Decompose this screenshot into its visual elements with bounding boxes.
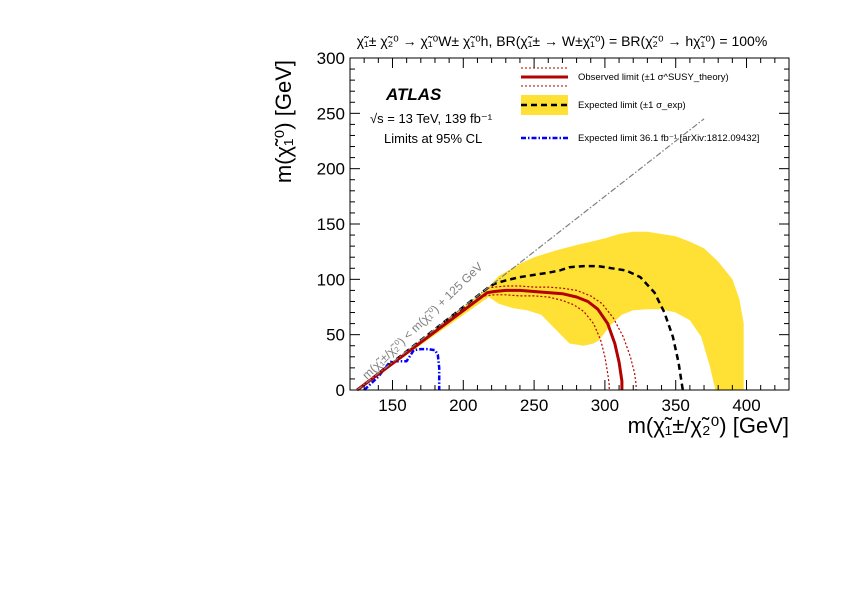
legend-old-label: Expected limit 36.1 fb⁻¹ [arXiv:1812.094… bbox=[578, 133, 759, 144]
limit-lines-layer bbox=[356, 264, 685, 392]
kinematic-diagonal-layer bbox=[356, 118, 705, 391]
expected-line bbox=[356, 264, 685, 391]
y-tick-label: 50 bbox=[326, 326, 345, 345]
observed-down-line bbox=[484, 294, 610, 390]
y-tick-label: 100 bbox=[317, 270, 345, 289]
y-tick-label: 250 bbox=[317, 104, 345, 123]
x-tick-label: 200 bbox=[449, 396, 477, 415]
expected-band bbox=[357, 231, 744, 390]
energy-label: √s = 13 TeV, 139 fb⁻¹ bbox=[370, 111, 493, 126]
y-tick-label: 300 bbox=[317, 49, 345, 68]
x-tick-label: 250 bbox=[520, 396, 548, 415]
y-axis-label: m(χ̃₁⁰) [GeV] bbox=[271, 60, 296, 183]
x-tick-label: 400 bbox=[732, 396, 760, 415]
cl-label: Limits at 95% CL bbox=[384, 131, 482, 146]
observed-up-line bbox=[487, 285, 637, 390]
y-tick-label: 0 bbox=[336, 381, 345, 400]
expected-band-layer bbox=[357, 231, 744, 390]
kinematic-diagonal-line bbox=[356, 118, 705, 391]
legend-expected-label: Expected limit (±1 σ_exp) bbox=[578, 100, 686, 111]
x-tick-label: 150 bbox=[378, 396, 406, 415]
y-tick-label: 150 bbox=[317, 215, 345, 234]
x-tick-label: 350 bbox=[662, 396, 690, 415]
diagonal-label: m(χ̃₁±/χ̃₂⁰) < m(χ̃₁⁰) + 125 GeV bbox=[359, 260, 485, 383]
observed-line bbox=[356, 288, 624, 392]
legend-observed-label: Observed limit (±1 σ^SUSY_theory) bbox=[578, 72, 729, 83]
old-line bbox=[363, 347, 441, 391]
legend: Observed limit (±1 σ^SUSY_theory) Expect… bbox=[521, 67, 759, 144]
x-tick-label: 300 bbox=[591, 396, 619, 415]
x-axis-label: m(χ̃₁±/χ̃₂⁰) [GeV] bbox=[628, 413, 789, 438]
chart-title: χ̃₁± χ̃₂⁰ → χ̃₁⁰W± χ̃₁⁰h, BR(χ̃₁± → W±χ̃… bbox=[357, 33, 768, 49]
atlas-label: ATLAS bbox=[385, 85, 442, 104]
axis-ticks: 150 200 250 300 350 400 0 50 100 150 200 250 300 bbox=[317, 49, 790, 415]
y-tick-label: 200 bbox=[317, 160, 345, 179]
